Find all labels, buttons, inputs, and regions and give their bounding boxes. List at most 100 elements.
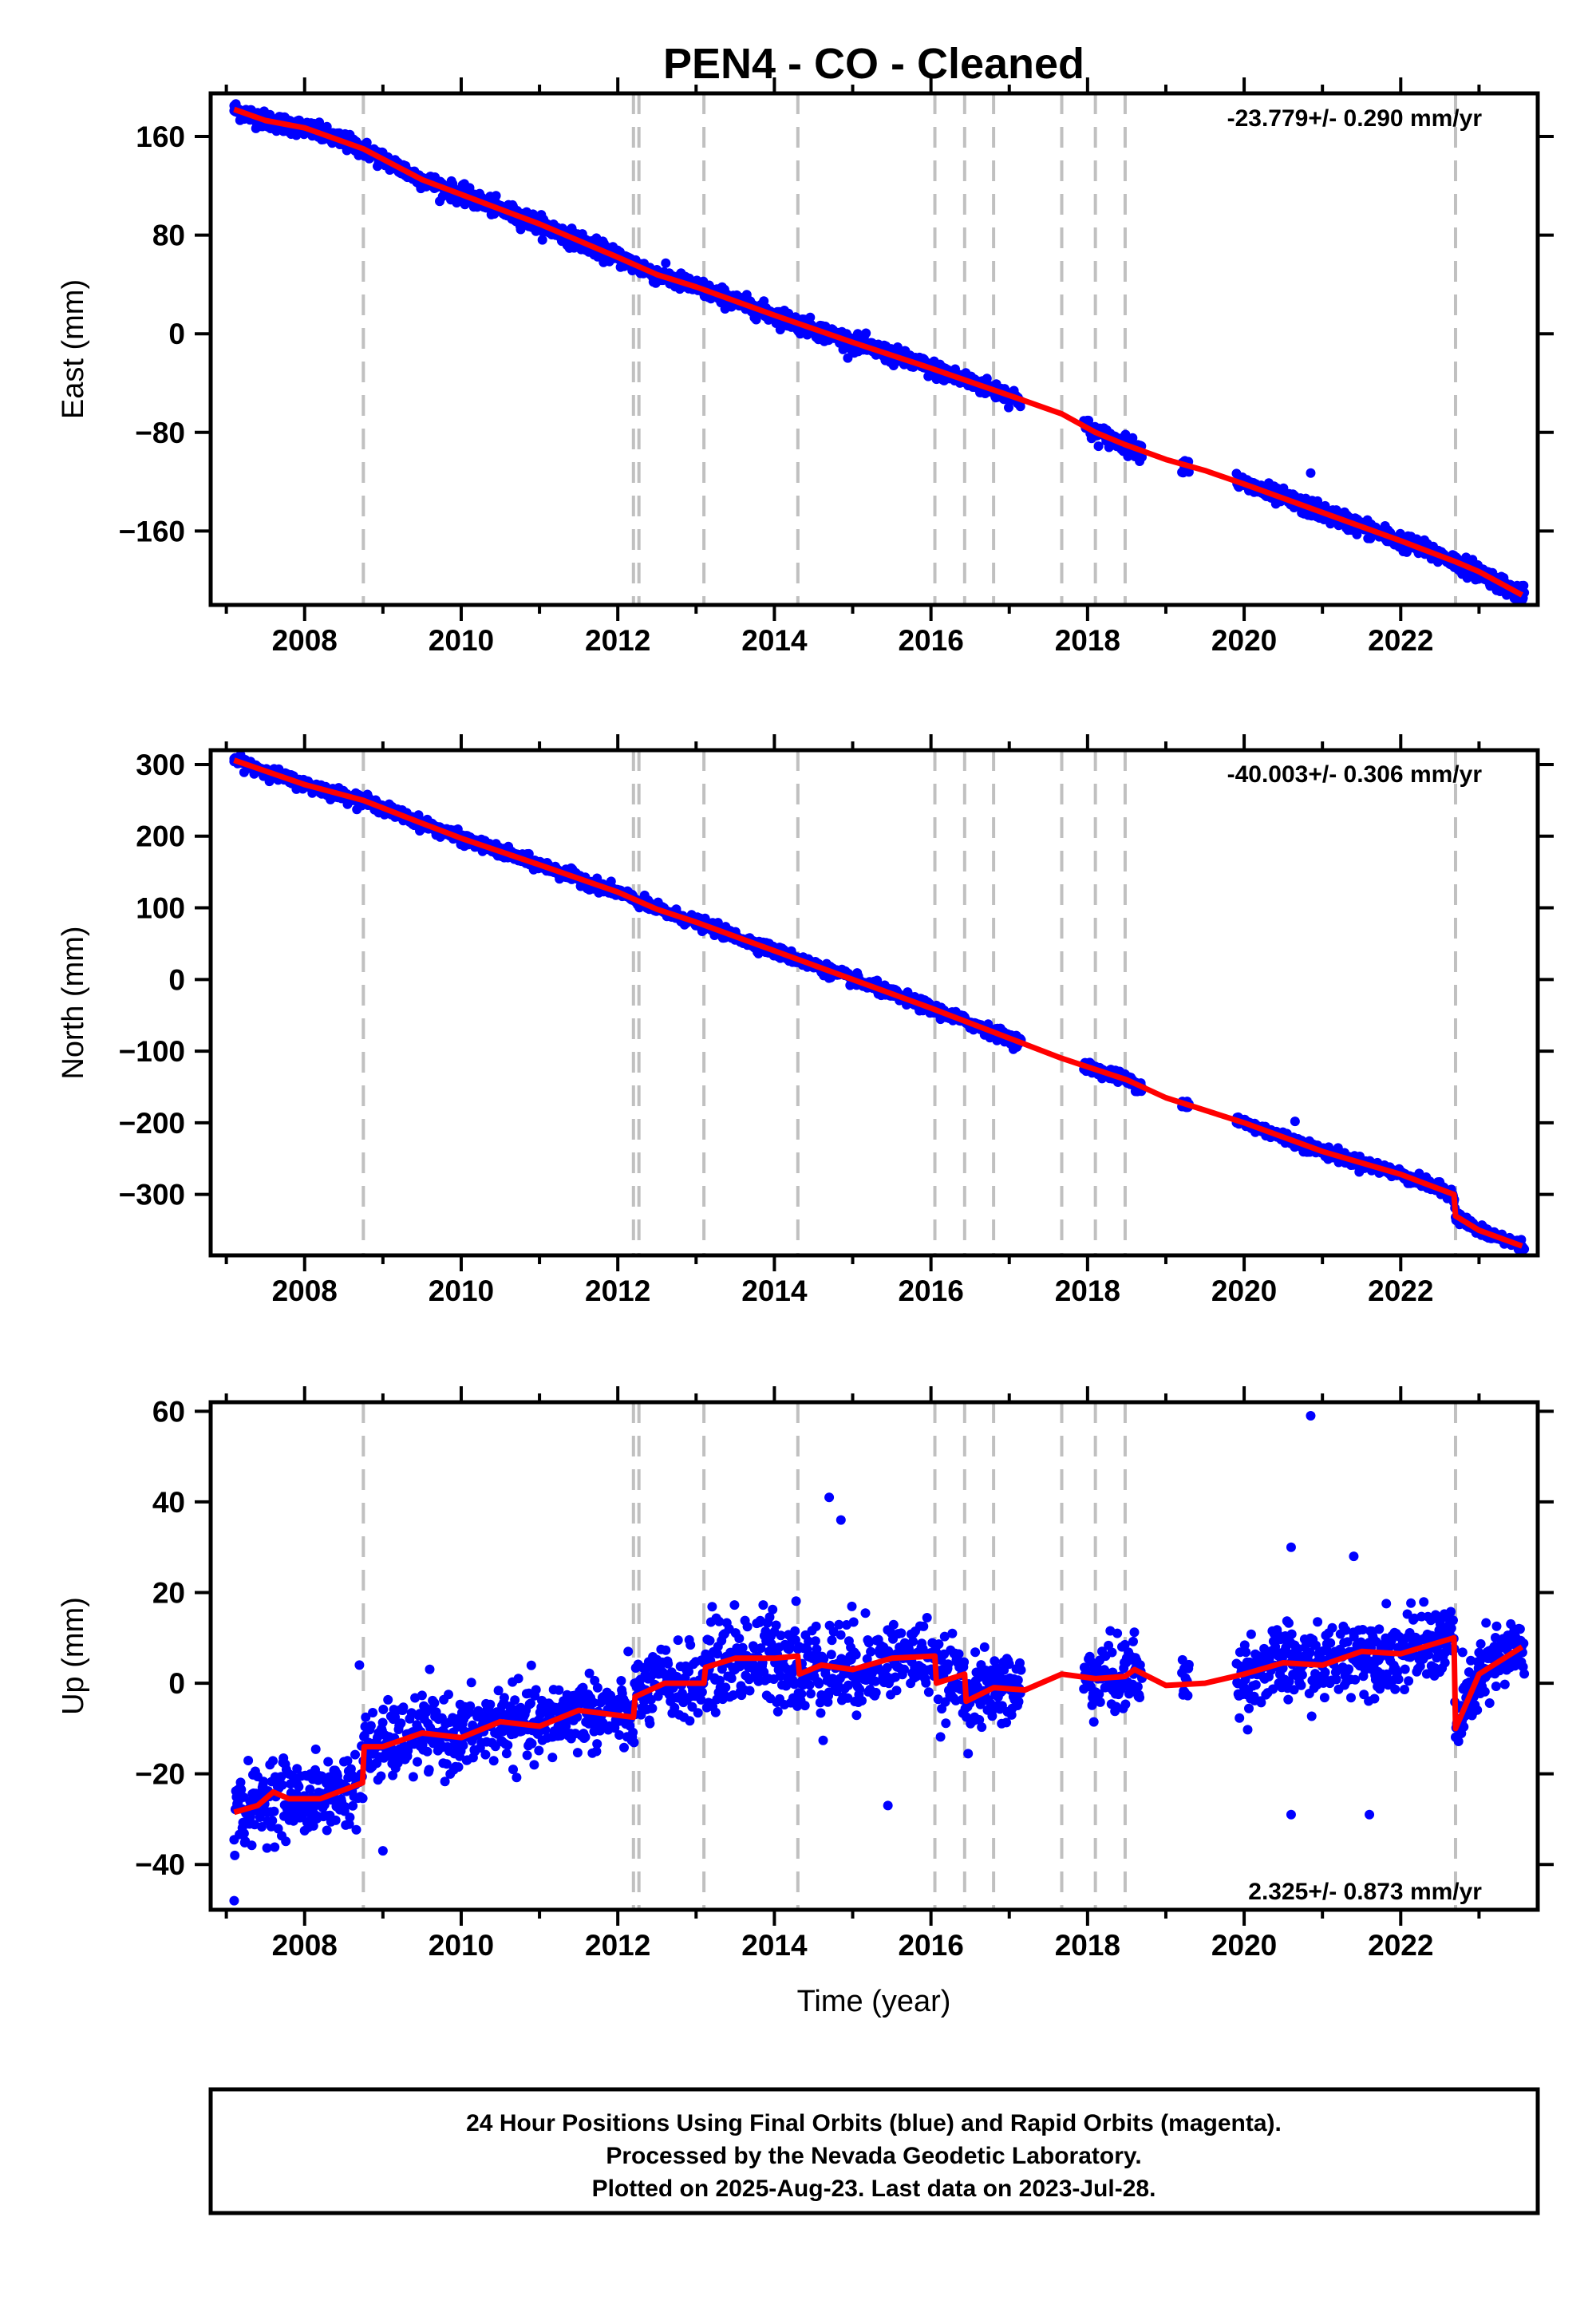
data-point bbox=[342, 1756, 353, 1766]
data-point bbox=[772, 1706, 783, 1717]
data-point bbox=[262, 1843, 272, 1853]
model-line bbox=[233, 106, 1524, 598]
data-point bbox=[267, 1816, 278, 1826]
data-point bbox=[737, 1642, 748, 1653]
data-point bbox=[269, 1806, 279, 1816]
data-point bbox=[268, 1756, 278, 1766]
data-point bbox=[584, 1668, 595, 1678]
data-point bbox=[771, 1620, 781, 1630]
data-point bbox=[408, 1772, 418, 1782]
data-point bbox=[310, 1744, 321, 1754]
data-point bbox=[1519, 580, 1529, 591]
data-point bbox=[758, 1600, 768, 1611]
data-point bbox=[623, 1646, 634, 1657]
data-point bbox=[503, 1740, 513, 1750]
data-point bbox=[345, 1812, 355, 1823]
data-point bbox=[322, 1825, 332, 1836]
data-point bbox=[422, 1746, 433, 1757]
data-point bbox=[425, 1664, 435, 1674]
data-point bbox=[1093, 441, 1104, 452]
data-point bbox=[350, 1749, 360, 1760]
data-point bbox=[693, 1708, 703, 1718]
data-point bbox=[246, 1812, 255, 1822]
data-point bbox=[398, 1702, 409, 1713]
data-point bbox=[501, 1749, 512, 1759]
data-point bbox=[358, 1793, 368, 1804]
outlier-point bbox=[1290, 1117, 1300, 1127]
y-tick-label: −80 bbox=[135, 417, 185, 449]
data-point bbox=[417, 1690, 427, 1701]
up-panel: 2008 2010 2012 2014 2016 2018 2020 20226040200−… bbox=[57, 1386, 1554, 1962]
data-point bbox=[1137, 452, 1147, 462]
data-point bbox=[537, 235, 547, 245]
data-point bbox=[276, 1772, 286, 1782]
data-point bbox=[458, 1741, 468, 1751]
data-point bbox=[236, 1784, 247, 1795]
outlier-point bbox=[1306, 468, 1316, 478]
y-axis-label: East (mm) bbox=[57, 279, 90, 419]
data-point bbox=[588, 1697, 598, 1708]
data-point bbox=[561, 1721, 571, 1731]
y-tick-label: −100 bbox=[119, 1035, 185, 1068]
data-point bbox=[982, 373, 992, 384]
x-tick-label: 2014 bbox=[741, 1275, 808, 1307]
data-point bbox=[466, 1678, 476, 1688]
y-axis-label: North (mm) bbox=[57, 926, 90, 1079]
data-point bbox=[1414, 1168, 1424, 1179]
data-point bbox=[277, 1780, 287, 1790]
data-point bbox=[534, 1745, 544, 1756]
x-tick-label: 2010 bbox=[429, 624, 494, 657]
data-point bbox=[508, 1765, 518, 1775]
data-point bbox=[230, 1850, 240, 1860]
x-tick-label: 2008 bbox=[272, 1275, 338, 1307]
data-point bbox=[393, 1758, 403, 1768]
data-point bbox=[270, 1842, 280, 1852]
data-point bbox=[714, 1616, 725, 1626]
data-point bbox=[673, 1635, 683, 1646]
data-point bbox=[710, 1707, 721, 1717]
data-point bbox=[629, 1737, 639, 1748]
rate-annotation: -40.003+/- 0.306 mm/yr bbox=[1227, 761, 1483, 788]
model-line bbox=[233, 757, 1523, 1249]
data-point bbox=[687, 1701, 697, 1712]
data-point bbox=[257, 1822, 267, 1832]
y-tick-label: 200 bbox=[136, 820, 185, 853]
data-point bbox=[465, 1701, 476, 1711]
data-point bbox=[376, 1771, 386, 1781]
data-point bbox=[273, 1824, 283, 1834]
data-point bbox=[510, 1695, 520, 1705]
data-point bbox=[513, 1674, 523, 1684]
data-point bbox=[713, 1649, 722, 1659]
x-tick-label: 2016 bbox=[898, 1275, 963, 1307]
x-tick-label: 2012 bbox=[585, 624, 650, 657]
data-point bbox=[522, 1750, 532, 1761]
north-panel: 2008 2010 2012 2014 2016 2018 2020 202230020010… bbox=[57, 734, 1554, 1307]
y-tick-label: 160 bbox=[136, 121, 185, 153]
data-point bbox=[480, 1749, 491, 1760]
x-tick-label: 2020 bbox=[1211, 1275, 1277, 1307]
data-point bbox=[578, 1682, 588, 1693]
data-point bbox=[592, 1682, 602, 1693]
east-panel: 2008 2010 2012 2014 2016 2018 2020 2022160800−8… bbox=[57, 77, 1554, 657]
data-point bbox=[547, 1753, 558, 1763]
plot-frame bbox=[208, 91, 1540, 607]
data-point bbox=[526, 1660, 536, 1670]
data-point bbox=[580, 1732, 591, 1742]
data-point bbox=[441, 1759, 452, 1769]
data-point bbox=[554, 1685, 564, 1695]
data-point bbox=[685, 1716, 695, 1726]
data-point bbox=[383, 1694, 393, 1705]
x-tick-label: 2018 bbox=[1055, 624, 1120, 657]
x-tick-label: 2020 bbox=[1211, 624, 1277, 657]
data-point bbox=[764, 1612, 775, 1622]
x-tick-label: 2018 bbox=[1055, 1275, 1120, 1307]
data-point bbox=[619, 1742, 629, 1753]
data-point bbox=[670, 1702, 680, 1713]
data-point bbox=[361, 1712, 371, 1722]
x-tick-label: 2022 bbox=[1368, 1275, 1433, 1307]
data-point bbox=[705, 1635, 715, 1646]
data-point bbox=[308, 1820, 318, 1831]
x-tick-label: 2016 bbox=[898, 624, 963, 657]
data-point bbox=[485, 1699, 496, 1709]
